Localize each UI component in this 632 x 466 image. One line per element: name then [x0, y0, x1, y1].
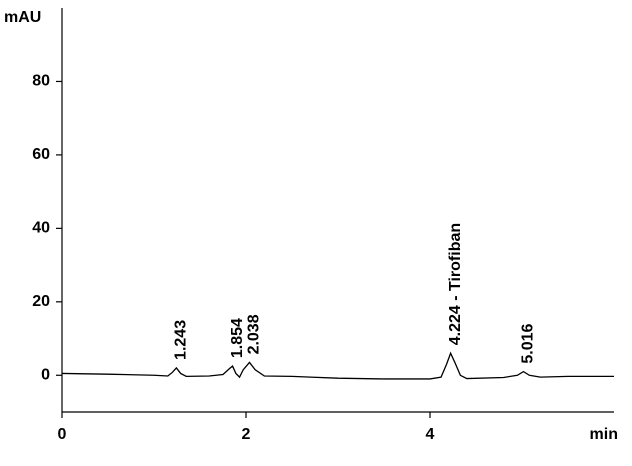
x-tick-label: 2 [242, 426, 251, 443]
x-axis-label: min [590, 426, 618, 443]
y-axis-label: mAU [4, 9, 41, 26]
peak-label: 1.243 [173, 320, 190, 360]
y-tick-label: 40 [32, 220, 50, 237]
x-tick-label: 4 [426, 426, 435, 443]
y-tick-label: 20 [32, 293, 50, 310]
peak-label: 5.016 [520, 323, 537, 363]
trace [61, 351, 614, 380]
peak-label: 2.038 [246, 314, 263, 354]
peak-label: 1.854 [229, 318, 246, 358]
x-tick-label: 0 [58, 426, 67, 443]
y-tick-label: 0 [41, 366, 50, 383]
y-tick-label: 60 [32, 146, 50, 163]
y-tick-label: 80 [32, 73, 50, 90]
peak-label: 4.224 - Tirofiban [447, 223, 464, 345]
